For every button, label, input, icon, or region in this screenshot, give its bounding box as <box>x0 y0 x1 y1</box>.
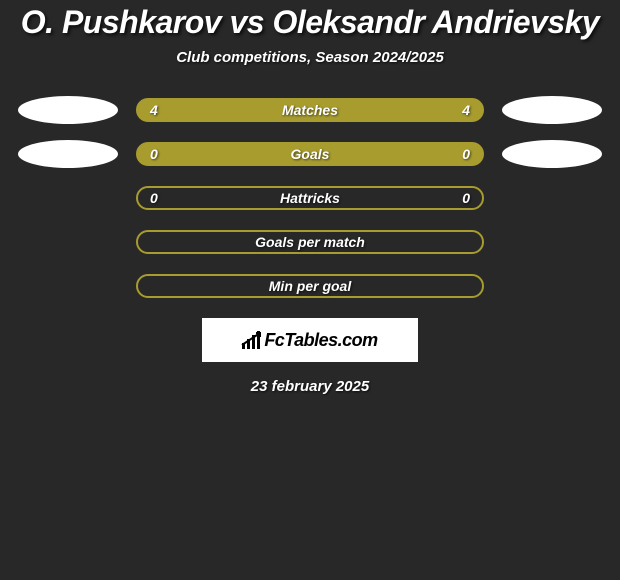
right-ellipse-icon <box>502 96 602 124</box>
stat-row: 0 Goals 0 <box>0 142 620 166</box>
stat-bar: Min per goal <box>136 274 484 298</box>
stat-row: Goals per match <box>0 230 620 254</box>
stat-right-value: 4 <box>462 102 470 118</box>
subtitle: Club competitions, Season 2024/2025 <box>0 49 620 66</box>
right-ellipse-icon <box>502 140 602 168</box>
stat-bar: 4 Matches 4 <box>136 98 484 122</box>
stat-label: Goals <box>291 146 330 162</box>
stat-right-value: 0 <box>462 190 470 206</box>
stat-left-value: 0 <box>150 190 158 206</box>
stat-row: 0 Hattricks 0 <box>0 186 620 210</box>
stat-label: Matches <box>282 102 338 118</box>
logo-box: FcTables.com <box>202 318 418 362</box>
stat-label: Hattricks <box>280 190 340 206</box>
left-ellipse-icon <box>18 96 118 124</box>
stat-row: 4 Matches 4 <box>0 98 620 122</box>
date-text: 23 february 2025 <box>0 378 620 395</box>
comparison-title: O. Pushkarov vs Oleksandr Andrievsky <box>0 4 620 41</box>
stat-bar: 0 Goals 0 <box>136 142 484 166</box>
stat-right-value: 0 <box>462 146 470 162</box>
stat-label: Goals per match <box>255 234 365 250</box>
stat-label: Min per goal <box>269 278 351 294</box>
stat-bar: 0 Hattricks 0 <box>136 186 484 210</box>
stat-left-value: 0 <box>150 146 158 162</box>
logo-text: FcTables.com <box>264 330 377 351</box>
stat-row: Min per goal <box>0 274 620 298</box>
stat-bar: Goals per match <box>136 230 484 254</box>
left-ellipse-icon <box>18 140 118 168</box>
stat-left-value: 4 <box>150 102 158 118</box>
stats-container: 4 Matches 4 0 Goals 0 0 Hattricks 0 Goals per mat… <box>0 98 620 298</box>
chart-icon <box>242 331 260 349</box>
